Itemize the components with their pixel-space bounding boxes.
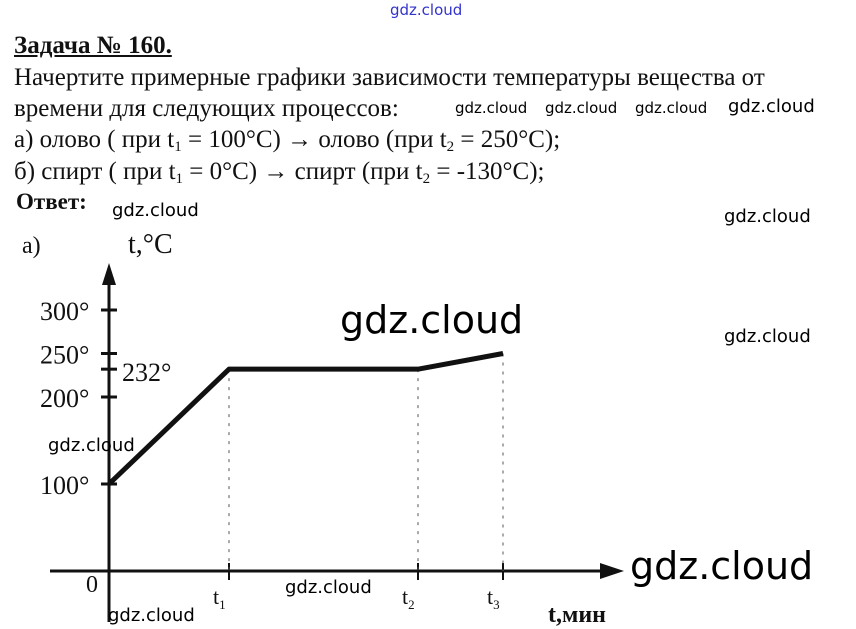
answer-label: Ответ: — [16, 189, 87, 214]
item-b: б) спирт ( при t1 = 0°C) → спирт (при t2… — [14, 157, 545, 187]
x-axis-label: t,мин — [548, 602, 606, 628]
watermark: gdz.cloud — [108, 605, 195, 626]
item-b-end: = -130°C); — [430, 158, 545, 185]
watermark: gdz.cloud — [112, 200, 199, 221]
item-b-sub1: 1 — [175, 171, 184, 187]
y-tick-label: 250° — [40, 341, 89, 370]
problem-title: Задача № 160. — [14, 32, 172, 59]
watermark: gdz.cloud — [455, 99, 528, 117]
y-axis-arrow-icon — [102, 263, 116, 285]
statement-line-2: времени для следующих процессов: — [14, 95, 399, 122]
watermark: gdz.cloud — [340, 298, 524, 342]
statement-line-1: Начертите примерные графики зависимости … — [14, 64, 765, 91]
item-a-sub1: 1 — [174, 139, 182, 155]
x-tick-label: t3 — [487, 584, 500, 612]
item-a-mid: = 100°C) → олово (при t — [181, 126, 447, 153]
watermark: gdz.cloud — [724, 206, 811, 227]
y-tick-label: 100° — [40, 471, 89, 500]
item-a-end: = 250°C); — [454, 126, 561, 153]
x-tick-label: t1 — [213, 584, 226, 612]
item-b-sub2: 2 — [422, 171, 431, 187]
watermark: gdz.cloud — [48, 435, 135, 456]
watermark: gdz.cloud — [724, 326, 811, 347]
watermark: gdz.cloud — [635, 99, 708, 117]
annotation-label: 232° — [122, 358, 171, 387]
x-tick-label: t2 — [402, 584, 415, 612]
item-b-mid: = 0°C) → спирт (при t — [183, 158, 423, 185]
watermark: gdz.cloud — [728, 96, 815, 117]
temperature-curve — [107, 351, 504, 486]
item-b-prefix: б) спирт ( при t — [14, 158, 176, 185]
item-a-sub2: 2 — [446, 139, 455, 155]
x-axis-arrow-icon — [600, 563, 624, 579]
watermark: gdz.cloud — [545, 99, 618, 117]
item-a: а) олово ( при t1 = 100°C) → олово (при … — [14, 125, 561, 155]
y-axis-label: t,°C — [128, 229, 173, 260]
watermark-top: gdz.cloud — [390, 1, 463, 19]
origin-label: 0 — [86, 572, 98, 598]
part-label: а) — [22, 233, 41, 259]
y-tick-label: 200° — [40, 384, 89, 413]
watermark: gdz.cloud — [630, 544, 814, 588]
item-a-prefix: а) олово ( при t — [14, 126, 175, 153]
y-tick-label: 300° — [40, 297, 89, 326]
watermark: gdz.cloud — [285, 577, 372, 598]
